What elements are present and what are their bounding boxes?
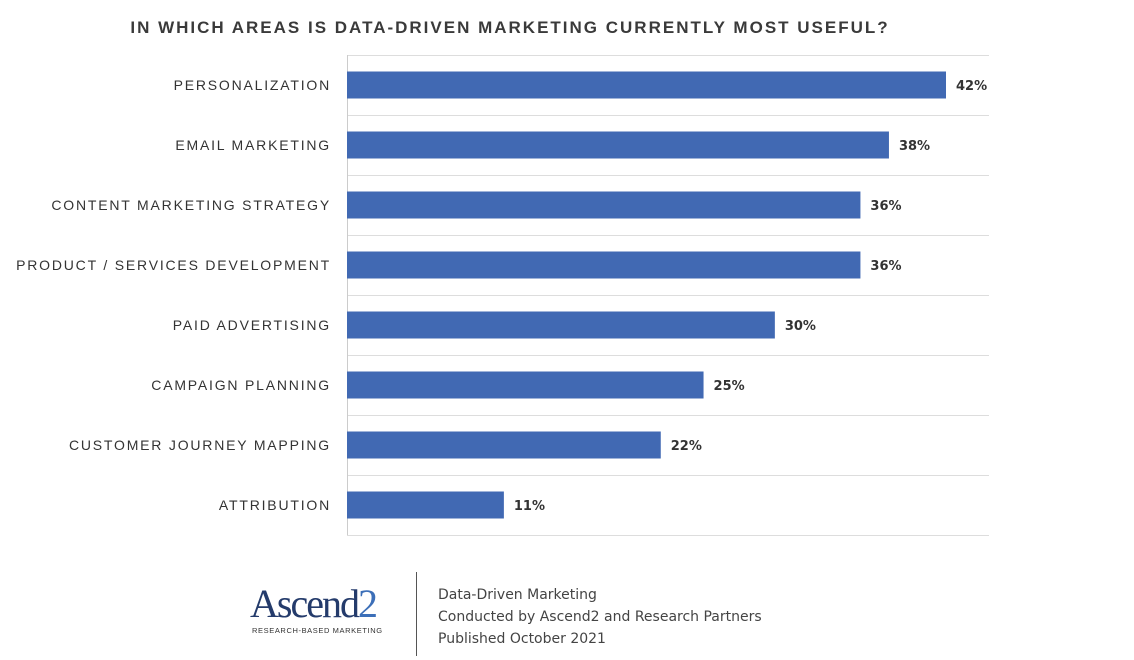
source-published-date: Published October 2021 [438, 631, 606, 647]
category-label: CAMPAIGN PLANNING [151, 377, 331, 393]
value-label: 36% [870, 259, 901, 274]
bar [347, 71, 946, 99]
chart-title: IN WHICH AREAS IS DATA-DRIVEN MARKETING … [130, 18, 890, 37]
bar [347, 491, 504, 519]
bar [347, 251, 861, 279]
logo-text: Ascend [250, 581, 360, 626]
category-label: EMAIL MARKETING [175, 137, 331, 153]
value-label: 38% [899, 139, 930, 154]
bar [347, 311, 775, 339]
category-label: PERSONALIZATION [174, 77, 331, 93]
value-label: 42% [956, 79, 987, 94]
bar-chart: PERSONALIZATION 42% EMAIL MARKETING 38% CONT… [16, 55, 989, 536]
logo-tagline: RESEARCH-BASED MARKETING [252, 626, 383, 635]
category-label: CONTENT MARKETING STRATEGY [51, 197, 331, 213]
logo-digit: 2 [357, 581, 378, 626]
bar [347, 191, 861, 219]
category-label: CUSTOMER JOURNEY MAPPING [69, 437, 331, 453]
category-label: PRODUCT / SERVICES DEVELOPMENT [16, 257, 331, 273]
ascend2-logo: Ascend2 RESEARCH-BASED MARKETING [250, 584, 383, 636]
value-label: 36% [870, 199, 901, 214]
category-label: ATTRIBUTION [219, 497, 331, 513]
footer-divider [416, 572, 417, 656]
source-conducted-by: Conducted by Ascend2 and Research Partne… [438, 609, 762, 625]
logo-wordmark: Ascend2 [250, 584, 383, 624]
value-label: 22% [671, 439, 702, 454]
value-label: 30% [785, 319, 816, 334]
source-study-title: Data-Driven Marketing [438, 587, 597, 603]
category-label: PAID ADVERTISING [173, 317, 331, 333]
bar [347, 431, 661, 459]
source-info: Data-Driven Marketing Conducted by Ascen… [438, 584, 762, 650]
value-label: 11% [514, 499, 545, 514]
bar [347, 131, 889, 159]
bar [347, 371, 704, 399]
value-label: 25% [714, 379, 745, 394]
